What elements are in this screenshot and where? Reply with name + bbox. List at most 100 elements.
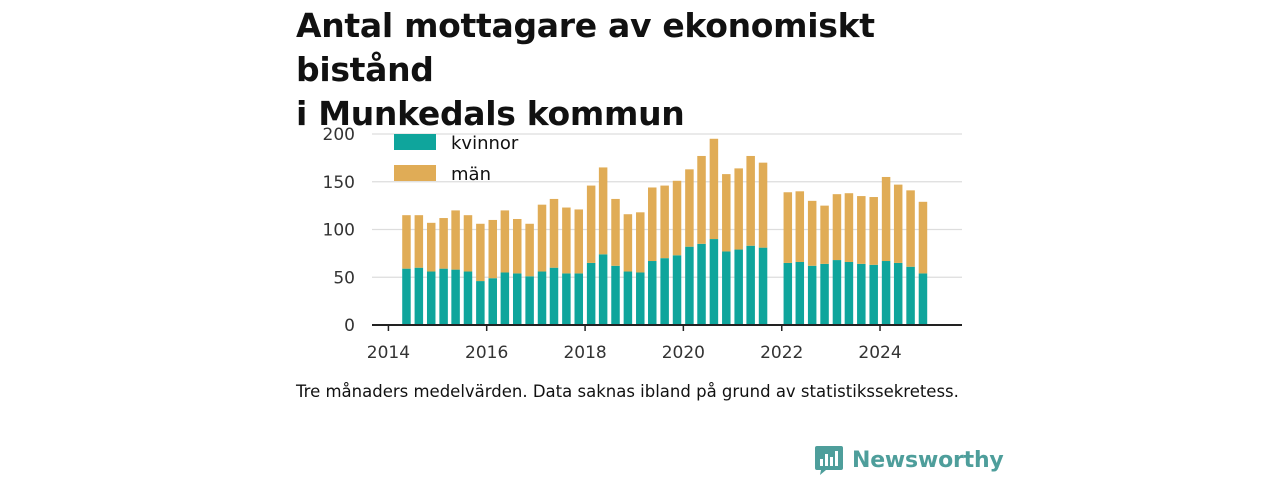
bar-kvinnor [906,266,915,325]
legend-label: kvinnor [451,133,519,154]
bar-kvinnor [463,271,473,325]
bar-kvinnor [685,246,694,325]
bar-kvinnor [426,271,436,325]
bar-man [414,215,424,268]
bar-man [709,138,719,240]
bar-kvinnor [783,262,793,325]
bar-kvinnor [488,278,497,325]
newsworthy-logo-icon [815,446,843,475]
bar-man [598,167,608,255]
bar-kvinnor [820,263,829,325]
bar-man [525,223,534,277]
bar-kvinnor [734,249,743,325]
bar-man [881,176,891,262]
bar-man [586,185,596,263]
bar-man [500,210,510,273]
bar-man [758,162,768,248]
bar-man [562,207,571,274]
bar-man [426,222,436,272]
bar-kvinnor [795,261,805,325]
bar-kvinnor [660,258,669,325]
bar-kvinnor [512,273,522,325]
bar-man [512,218,522,274]
bar-kvinnor [758,247,768,325]
bar-man [636,212,645,273]
y-tick-label: 100 [323,221,355,241]
bar-man [869,197,878,265]
bar-kvinnor [832,260,842,325]
bar-kvinnor [402,268,411,325]
bar-kvinnor [623,271,633,325]
bar-man [611,198,620,266]
x-tick-label: 2020 [662,343,705,363]
bar-kvinnor [869,264,878,325]
bar-man [722,174,731,252]
bar-kvinnor [709,239,719,325]
x-tick-label: 2014 [367,343,410,363]
chart-title-line-1: Antal mottagare av ekonomiskt bistånd [296,6,875,89]
bar-kvinnor [476,281,485,325]
bar-man [402,215,411,269]
bar-kvinnor [672,255,682,325]
bar-man [439,218,448,269]
x-tick-label: 2024 [858,343,901,363]
legend-swatch [394,165,436,181]
legend-label: män [451,164,491,185]
bar-kvinnor [451,269,460,325]
bar-man [672,180,682,256]
bar-man [574,209,584,274]
x-tick-label: 2022 [760,343,803,363]
bar-man [537,204,547,272]
bar-kvinnor [586,262,596,325]
bar-kvinnor [807,265,817,325]
bar-kvinnor [439,268,448,325]
bar-man [623,214,633,272]
bar-kvinnor [722,251,731,325]
bar-kvinnor [857,263,866,325]
bar-man [451,210,460,270]
bar-kvinnor [611,265,620,325]
bar-kvinnor [549,267,559,325]
bar-kvinnor [525,276,534,325]
bar-kvinnor [881,261,891,325]
chart-caption: Tre månaders medelvärden. Data saknas ib… [296,382,959,401]
y-tick-label: 200 [323,125,355,145]
brand-name: Newsworthy [852,447,1004,473]
bar-man [685,169,694,247]
y-tick-label: 50 [333,268,355,288]
bar-kvinnor [648,261,657,325]
bar-man [476,223,485,282]
bar-man [697,155,706,244]
bar-man [893,184,903,263]
bar-man [795,191,805,262]
bar-kvinnor [636,272,645,325]
bar-man [857,196,866,264]
brand-logo[interactable]: Newsworthy [814,444,1004,476]
chart-title-line-2: i Munkedals kommun [296,94,685,133]
bar-man [549,198,559,268]
bar-kvinnor [697,243,706,325]
y-tick-label: 0 [344,316,355,336]
bar-man [783,192,793,263]
bar-man [906,190,915,267]
bar-kvinnor [414,267,424,325]
bar-man [820,205,829,264]
bar-kvinnor [598,254,608,325]
x-tick-label: 2018 [563,343,606,363]
bar-kvinnor [574,273,584,325]
bar-man [660,185,669,259]
legend-swatch [394,134,436,150]
bar-kvinnor [893,262,903,325]
bar-kvinnor [537,271,547,325]
bar-kvinnor [746,245,755,325]
bar-man [463,215,473,272]
bar-man [648,187,657,262]
bar-kvinnor [844,261,854,325]
bar-kvinnor [562,273,571,325]
bar-man [807,200,817,266]
bar-man [734,168,743,250]
y-tick-label: 150 [323,173,355,193]
bar-man [488,219,497,279]
bar-kvinnor [500,272,510,325]
